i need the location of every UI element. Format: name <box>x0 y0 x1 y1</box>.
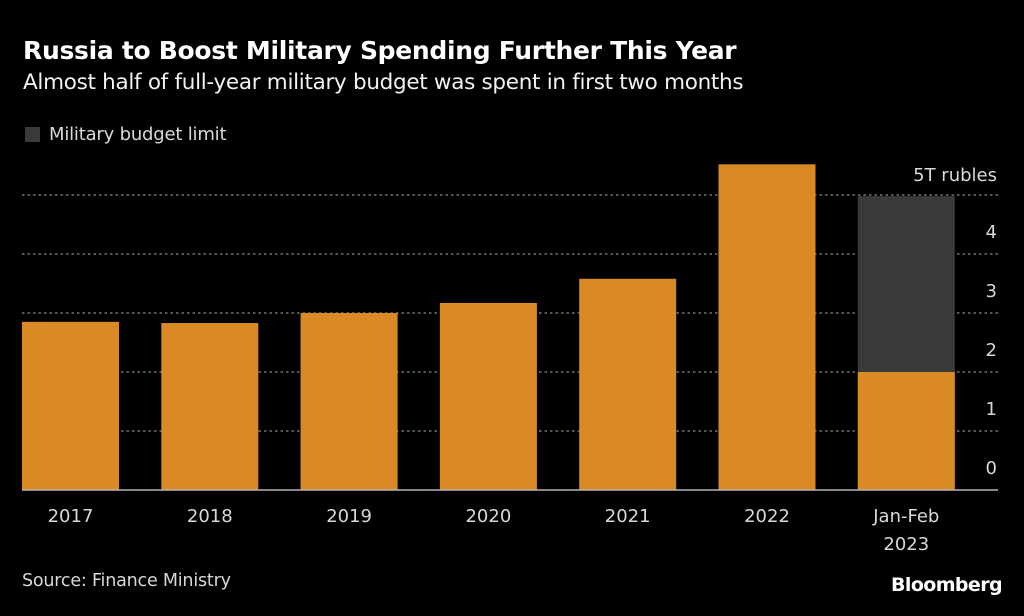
bar-spending-0 <box>22 321 119 490</box>
bar-spending-3 <box>439 302 537 490</box>
bar-spending-1 <box>161 323 259 490</box>
bar-spending-5 <box>718 164 816 490</box>
legend-label-budget-limit: Military budget limit <box>49 124 227 145</box>
y-tick-label-4: 4 <box>986 222 997 243</box>
x-tick-label-6-line1: 2023 <box>883 534 929 555</box>
x-tick-label-0: 2017 <box>48 506 94 527</box>
x-tick-label-3: 2020 <box>465 506 511 527</box>
y-tick-label-0: 0 <box>986 458 997 479</box>
x-tick-label-1: 2018 <box>187 506 233 527</box>
x-tick-label-2: 2019 <box>326 506 372 527</box>
bar-spending-6 <box>857 372 955 490</box>
y-tick-label-5: 5T rubles <box>913 165 997 186</box>
chart-title: Russia to Boost Military Spending Furthe… <box>23 36 737 65</box>
x-tick-label-6-line0: Jan-Feb <box>872 506 939 527</box>
x-tick-label-5: 2022 <box>744 506 790 527</box>
x-tick-label-4: 2021 <box>605 506 651 527</box>
chart-subtitle: Almost half of full-year military budget… <box>23 70 744 95</box>
bar-spending-2 <box>300 313 398 490</box>
y-tick-label-1: 1 <box>986 399 997 420</box>
y-tick-label-3: 3 <box>986 281 997 302</box>
y-tick-label-2: 2 <box>986 340 997 361</box>
bar-spending-4 <box>579 278 677 490</box>
source-note: Source: Finance Ministry <box>22 571 231 591</box>
bloomberg-logo: Bloomberg <box>891 574 1003 596</box>
legend: Military budget limit <box>25 124 227 145</box>
legend-swatch-budget-limit <box>25 127 40 142</box>
